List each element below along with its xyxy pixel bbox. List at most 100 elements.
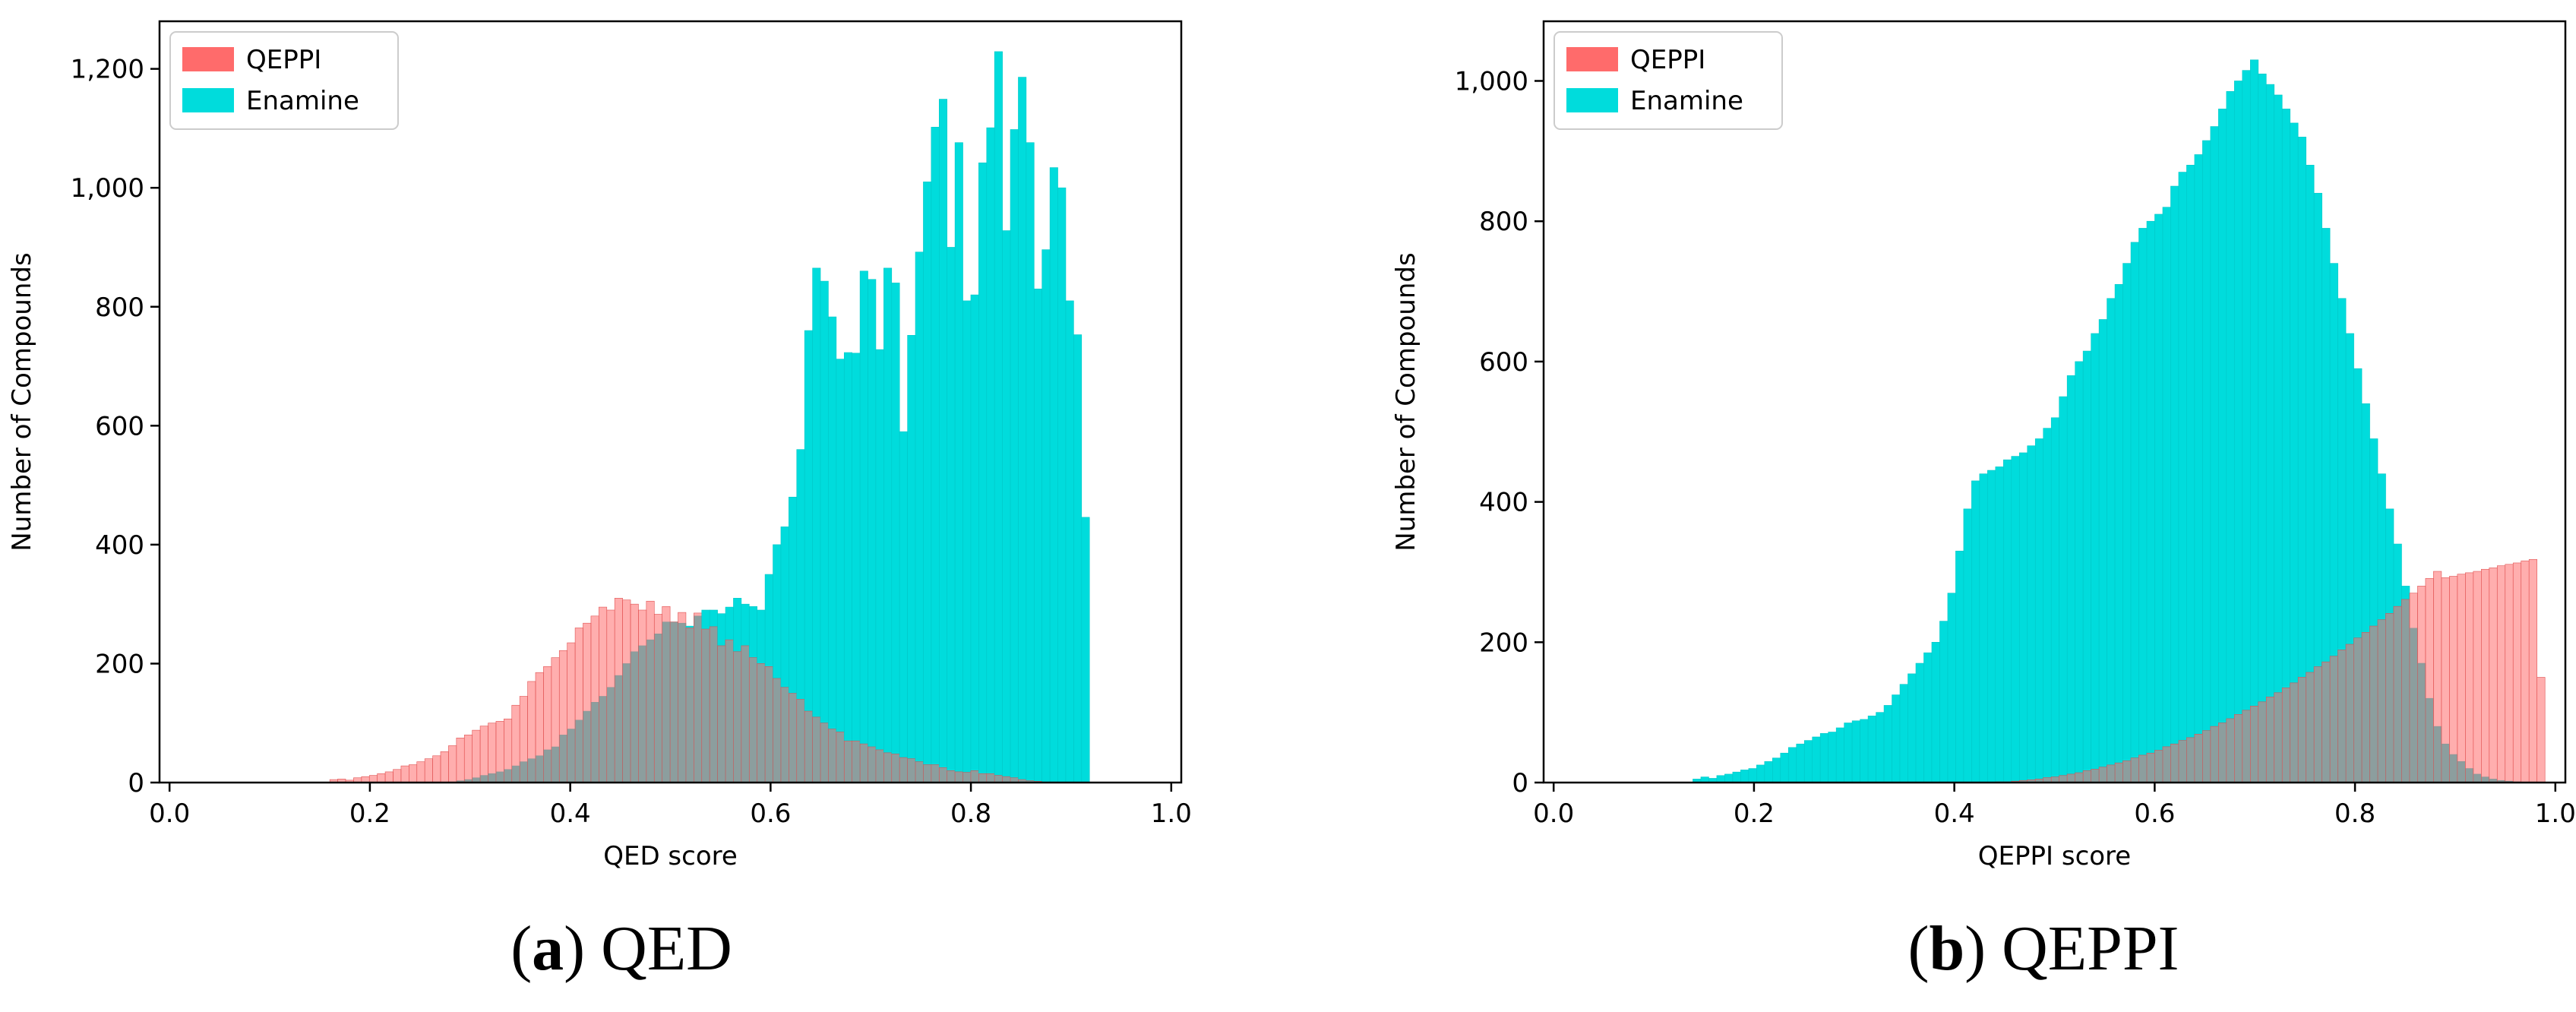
qeppi-bar bbox=[962, 772, 972, 783]
enamine-bar bbox=[938, 99, 948, 783]
enamine-bar bbox=[2066, 375, 2075, 783]
enamine-bar bbox=[1899, 684, 1908, 783]
enamine-bar bbox=[1772, 757, 1781, 783]
enamine-bar bbox=[1780, 752, 1789, 783]
enamine-bar bbox=[868, 279, 877, 783]
qeppi-bar bbox=[2361, 632, 2370, 783]
qeppi-bar bbox=[2377, 619, 2386, 783]
enamine-bar bbox=[2138, 228, 2148, 783]
y-tick-label: 1,200 bbox=[71, 55, 144, 85]
enamine-bar bbox=[875, 349, 884, 783]
enamine-bar bbox=[883, 267, 893, 783]
qeppi-bar bbox=[2465, 572, 2474, 783]
panel-qeppi-histogram: 0.0 0.2 0.4 0.6 0.8 1.0 0 200 400 600 800 1,000 QEPP… bbox=[1391, 20, 2576, 871]
enamine-bar bbox=[986, 127, 995, 783]
qeppi-bar bbox=[662, 606, 671, 783]
enamine-bar bbox=[1883, 705, 1892, 783]
qeppi-bar bbox=[2091, 769, 2100, 783]
qeppi-bar bbox=[2059, 775, 2068, 783]
qeppi-bar bbox=[448, 745, 457, 783]
qeppi-bar bbox=[701, 628, 710, 783]
qeppi-bar bbox=[424, 758, 433, 783]
legend-label-qeppi: QEPPI bbox=[246, 45, 321, 75]
enamine-bar bbox=[1787, 747, 1797, 783]
qeppi-bar bbox=[709, 626, 718, 783]
enamine-bar bbox=[820, 280, 829, 783]
qeppi-bar bbox=[2281, 688, 2291, 783]
enamine-bar bbox=[2082, 350, 2091, 783]
qeppi-bar bbox=[2496, 565, 2506, 783]
qeppi-bar bbox=[567, 642, 576, 783]
qeppi-bar bbox=[978, 773, 988, 783]
qeppi-bar bbox=[2146, 752, 2155, 783]
qeppi-bar bbox=[2457, 574, 2466, 783]
enamine-bar bbox=[2202, 140, 2211, 783]
enamine-bar bbox=[2018, 452, 2028, 783]
qeppi-bar bbox=[2202, 730, 2211, 783]
enamine-bar bbox=[1756, 764, 1765, 783]
x-tick-label: 0.0 bbox=[149, 799, 190, 829]
enamine-bar bbox=[828, 316, 837, 783]
qeppi-bar bbox=[574, 628, 583, 783]
qeppi-bar bbox=[954, 771, 963, 783]
enamine-bar bbox=[1963, 508, 1972, 783]
bars bbox=[1693, 59, 2546, 783]
enamine-bar bbox=[2249, 59, 2259, 783]
qeppi-bar bbox=[757, 663, 766, 783]
qeppi-bar bbox=[2138, 754, 2148, 783]
qeppi-bar bbox=[843, 740, 852, 783]
qeppi-bar bbox=[2082, 770, 2091, 783]
qeppi-bar bbox=[2401, 599, 2410, 783]
qeppi-bar bbox=[2249, 706, 2259, 783]
enamine-bar bbox=[2281, 109, 2291, 783]
qeppi-bar bbox=[669, 621, 678, 783]
x-tick-label: 0.0 bbox=[1533, 799, 1574, 829]
y-tick-label: 600 bbox=[95, 411, 144, 441]
enamine-bar bbox=[1010, 129, 1019, 783]
caption-b: (b) QEPPI bbox=[1908, 913, 2179, 984]
qeppi-bar bbox=[741, 645, 750, 783]
enamine-bar bbox=[1740, 770, 1749, 783]
qeppi-bar bbox=[622, 599, 631, 783]
caption-a: (a) QED bbox=[510, 913, 732, 984]
x-tick-label: 0.4 bbox=[1934, 799, 1975, 829]
enamine-bar bbox=[1065, 300, 1074, 783]
qeppi-bar bbox=[2313, 666, 2322, 783]
qeppi-bar bbox=[527, 681, 536, 783]
qeppi-bar bbox=[875, 749, 884, 783]
panel-qed-histogram: 0.0 0.2 0.4 0.6 0.8 1.0 0 200 400 600 800 1,000 1,20… bbox=[7, 20, 1192, 871]
x-tick-label: 0.8 bbox=[950, 799, 991, 829]
qeppi-bar bbox=[488, 723, 497, 783]
qeppi-bar bbox=[986, 773, 995, 783]
enamine-bar bbox=[2154, 213, 2164, 783]
qeppi-bar bbox=[852, 740, 861, 783]
y-tick-label: 400 bbox=[95, 530, 144, 561]
enamine-bar bbox=[962, 300, 972, 783]
enamine-bar bbox=[1057, 187, 1067, 783]
qeppi-bar bbox=[891, 754, 900, 783]
enamine-bar bbox=[970, 294, 979, 783]
x-tick-label: 0.4 bbox=[550, 799, 591, 829]
qeppi-bar bbox=[2114, 762, 2123, 783]
qeppi-bar bbox=[2425, 577, 2434, 783]
qeppi-bar bbox=[994, 775, 1003, 783]
enamine-bar bbox=[1844, 723, 1853, 783]
qeppi-bar bbox=[923, 764, 932, 783]
enamine-bar bbox=[2098, 319, 2107, 783]
qeppi-bar bbox=[773, 678, 782, 783]
enamine-bar bbox=[947, 247, 956, 783]
qeppi-bar bbox=[2322, 661, 2331, 783]
legend-swatch-enamine bbox=[1566, 88, 1618, 112]
qeppi-bar bbox=[764, 666, 773, 783]
qeppi-bar bbox=[583, 622, 592, 783]
caption-b-text: QEPPI bbox=[2002, 913, 2179, 984]
qeppi-bar bbox=[535, 672, 544, 783]
qeppi-bar bbox=[2162, 746, 2171, 783]
enamine-bar bbox=[923, 182, 932, 783]
enamine-bar bbox=[1018, 77, 1027, 783]
y-tick-label: 0 bbox=[128, 768, 144, 799]
enamine-bar bbox=[2114, 284, 2123, 783]
enamine-bar bbox=[1049, 167, 1058, 783]
qeppi-bar bbox=[915, 761, 924, 783]
qeppi-bar bbox=[694, 612, 703, 783]
